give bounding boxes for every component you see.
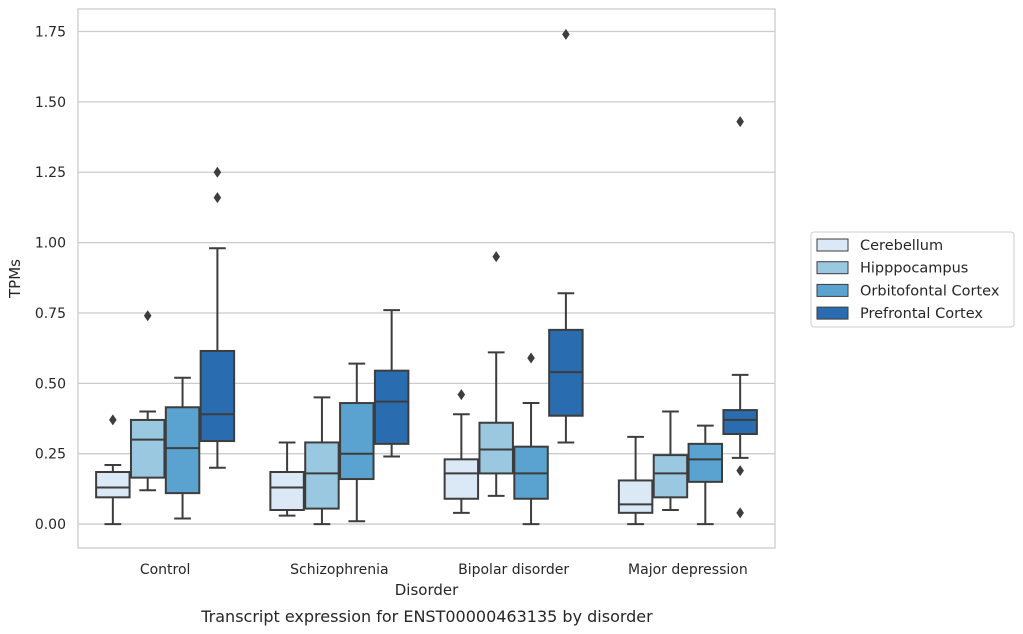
y-tick-label: 1.00 (35, 236, 66, 252)
outlier-point (213, 166, 222, 178)
iqr-box (617, 479, 654, 514)
box-hipppocampus (652, 410, 689, 512)
box-prefrontal-cortex (548, 28, 584, 444)
legend-label: Hipppocampus (860, 261, 968, 277)
outlier-point (736, 116, 744, 128)
iqr-box (339, 402, 375, 481)
x-tick-label: Bipolar disorder (458, 562, 569, 578)
legend-label: Cerebellum (860, 238, 943, 254)
legend-swatch (816, 261, 849, 275)
legend-swatch (816, 283, 849, 297)
y-tick-label: 0.50 (35, 376, 66, 392)
box-cerebellum (443, 389, 480, 514)
box-prefrontal-cortex (373, 309, 410, 458)
y-axis-ticks: 0.00 0.25 0.50 0.75 1.00 1.25 1.50 1.75 (35, 25, 66, 534)
iqr-box (199, 349, 236, 443)
box-prefrontal-cortex (199, 166, 236, 469)
outlier-point (527, 352, 535, 364)
iqr-box (269, 471, 305, 512)
legend-label: Orbitofontal Cortex (860, 283, 1000, 299)
box-orbitofontal-cortex (339, 362, 375, 523)
iqr-box (687, 442, 724, 483)
box-cerebellum (95, 414, 131, 526)
box-hipppocampus (129, 310, 166, 492)
box-hipppocampus (304, 396, 340, 526)
iqr-box (304, 441, 340, 510)
x-axis-title: Disorder (395, 581, 459, 599)
iqr-box (129, 418, 166, 479)
outlier-point (143, 310, 152, 322)
iqr-box (722, 409, 758, 436)
outlier-point (562, 28, 570, 40)
iqr-box (478, 421, 514, 475)
outlier-point (109, 414, 117, 426)
outlier-point (213, 192, 222, 204)
outlier-point (492, 251, 500, 263)
box-orbitofontal-cortex (687, 424, 724, 526)
y-tick-label: 1.25 (35, 165, 66, 181)
legend-label: Prefrontal Cortex (860, 306, 983, 322)
iqr-box (164, 406, 201, 495)
box-hipppocampus (478, 251, 514, 497)
legend: Cerebellum Hipppocampus Orbitofontal Corte… (810, 231, 1015, 328)
legend-swatch (816, 238, 849, 252)
y-tick-label: 1.50 (35, 95, 66, 111)
y-tick-label: 0.25 (35, 447, 66, 463)
chart-caption: Transcript expression for ENST0000046313… (200, 607, 653, 626)
box-orbitofontal-cortex (513, 352, 549, 526)
outlier-point (736, 465, 744, 477)
legend-frame (810, 231, 1015, 328)
y-tick-label: 0.75 (35, 306, 66, 322)
y-tick-label: 1.75 (35, 25, 66, 41)
box-cerebellum (269, 441, 305, 517)
x-tick-label: Major depression (628, 562, 748, 578)
y-tick-label: 0.00 (35, 517, 66, 533)
x-tick-label: Control (140, 562, 191, 578)
y-axis-title: TPMs (6, 259, 24, 299)
iqr-box (95, 471, 131, 499)
x-axis-ticks: Control Schizophrenia Bipolar disorder Majo… (140, 562, 748, 578)
box-prefrontal-cortex (722, 116, 758, 519)
outlier-point (457, 389, 466, 401)
outlier-point (736, 507, 744, 519)
iqr-box (443, 458, 480, 500)
box-cerebellum (617, 435, 654, 526)
box-orbitofontal-cortex (164, 376, 201, 520)
legend-swatch (816, 306, 849, 320)
iqr-box (373, 369, 410, 445)
iqr-box (652, 454, 689, 499)
plot-area (77, 8, 776, 549)
x-tick-label: Schizophrenia (290, 562, 388, 578)
boxes (95, 28, 758, 526)
